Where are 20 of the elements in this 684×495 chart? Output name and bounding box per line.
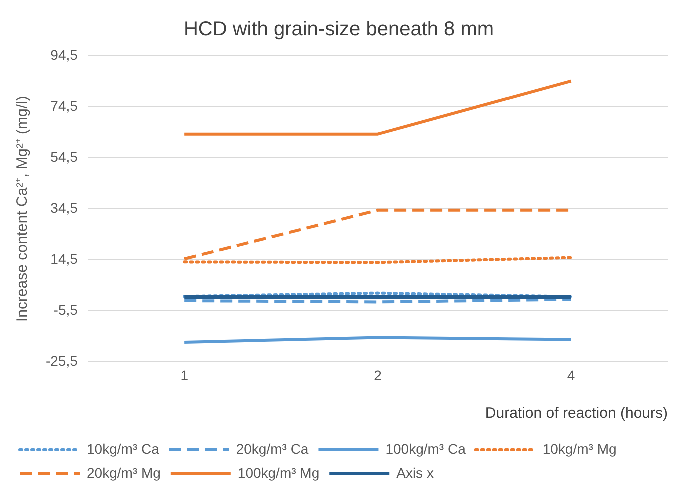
- x-tick-label: 1: [180, 367, 189, 384]
- y-tick-label: 94,5: [50, 46, 78, 63]
- legend-label: 20kg/m³ Ca: [236, 440, 309, 457]
- y-axis-title: Increase content Ca²⁺, Mg²⁺ (mg/l): [14, 96, 32, 322]
- y-tick-label: 54,5: [50, 148, 78, 165]
- legend-label: 100kg/m³ Ca: [386, 440, 466, 457]
- y-tick-label: -5,5: [54, 302, 78, 318]
- y-tick-label: -25,5: [46, 353, 78, 370]
- x-tick-label: 4: [567, 367, 576, 384]
- legend-label: Axis x: [396, 464, 434, 481]
- x-axis-title: Duration of reaction (hours): [485, 405, 668, 422]
- legend-label: 10kg/m³ Mg: [542, 440, 617, 457]
- legend-label: 10kg/m³ Ca: [87, 440, 160, 457]
- legend-label: 100kg/m³ Mg: [238, 464, 320, 481]
- y-tick-label: 34,5: [50, 200, 78, 216]
- y-tick-label: 74,5: [50, 98, 78, 114]
- y-tick-label: 14,5: [50, 250, 78, 267]
- chart-title: HCD with grain-size beneath 8 mm: [184, 18, 494, 41]
- legend-label: 20kg/m³ Mg: [87, 464, 161, 481]
- x-tick-label: 2: [374, 367, 382, 384]
